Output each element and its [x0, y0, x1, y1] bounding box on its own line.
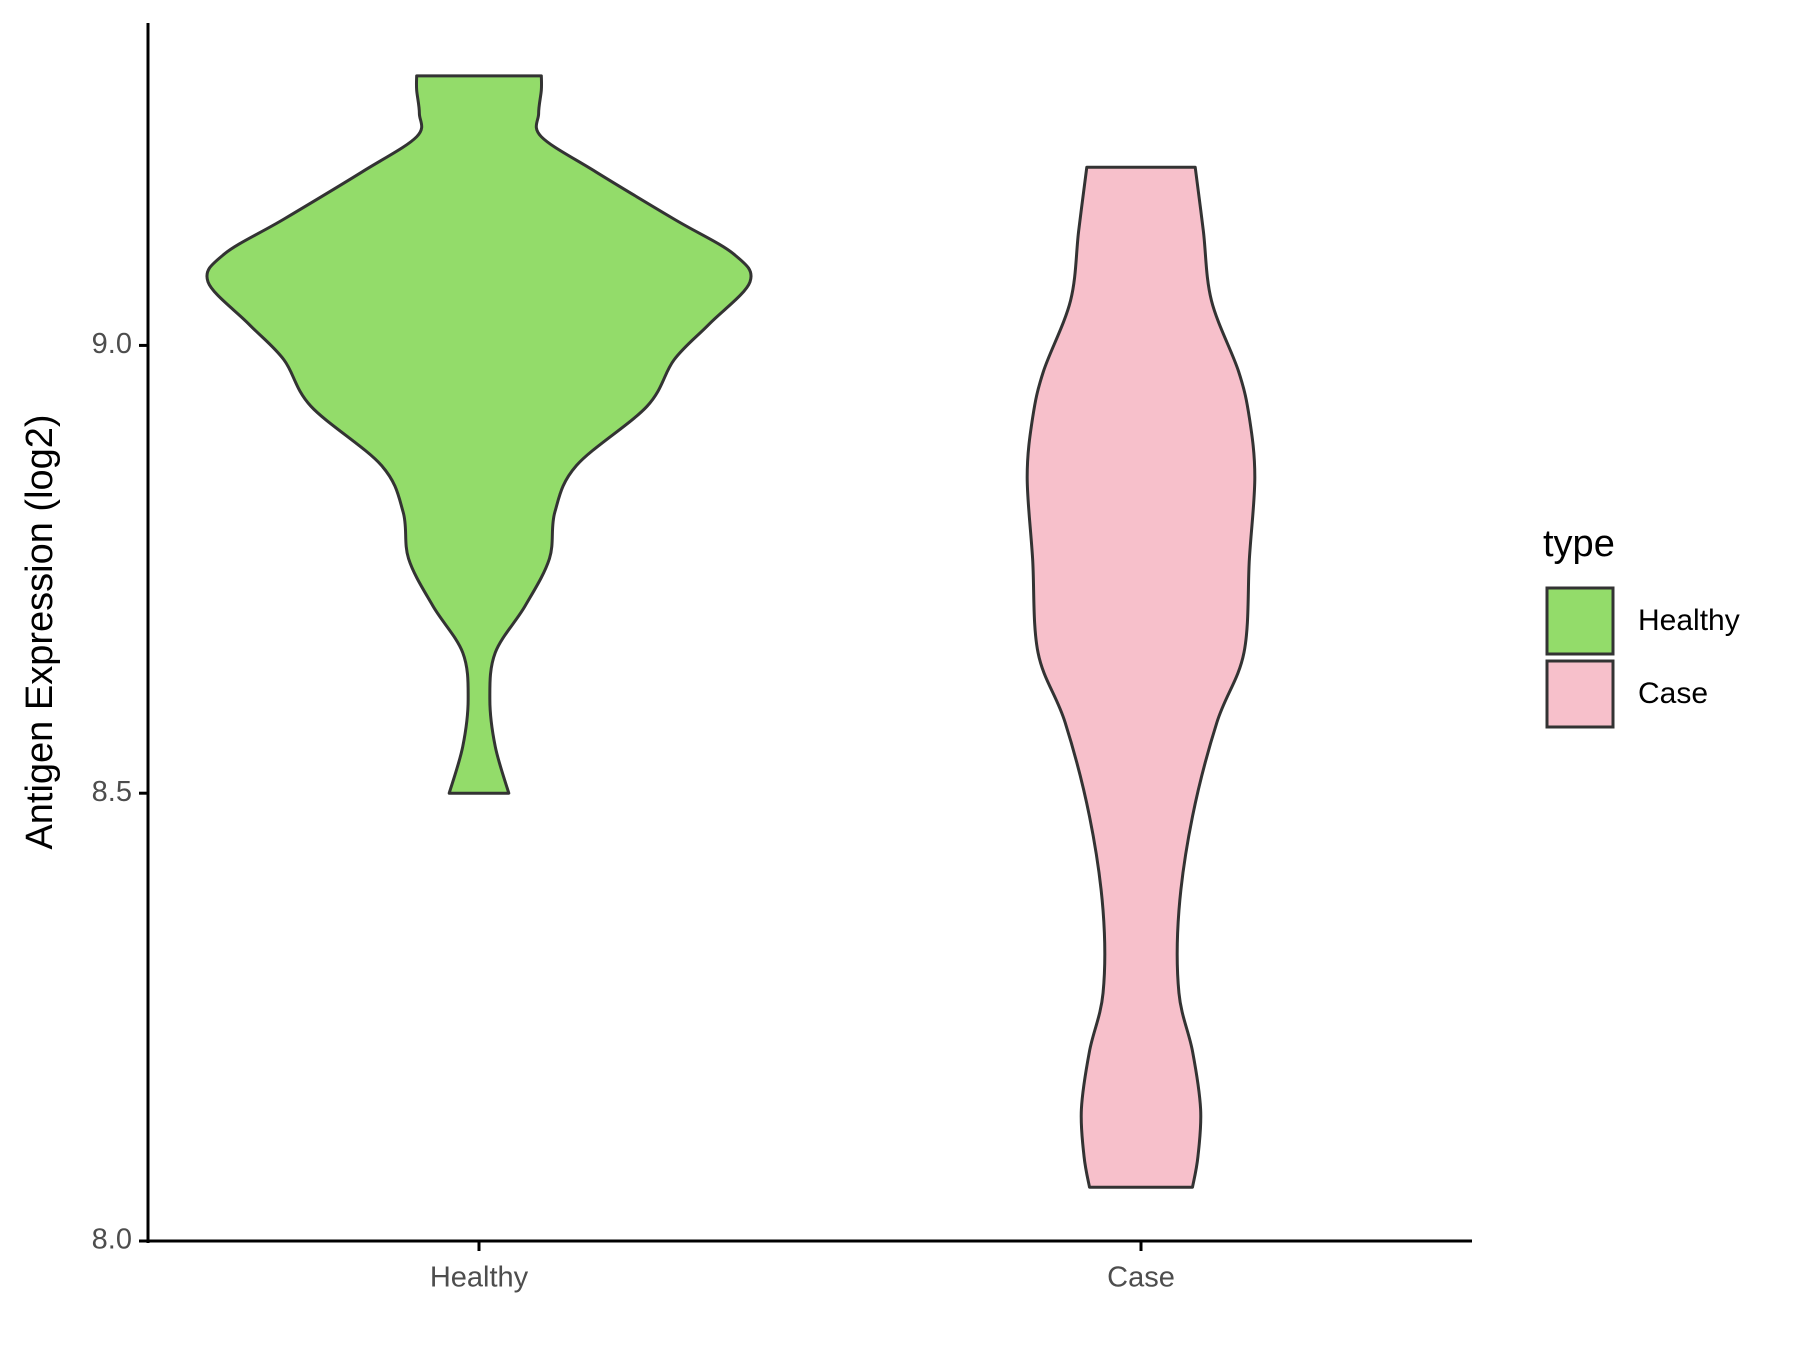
legend-key [1545, 659, 1615, 729]
y-tick-label: 8.5 [92, 776, 132, 808]
legend-label: Healthy [1638, 604, 1740, 637]
violin [1025, 165, 1257, 1189]
legend-key [1545, 586, 1615, 656]
y-tick-label: 9.0 [92, 328, 132, 360]
x-tick-label: Case [1107, 1262, 1175, 1294]
legend-label: Case [1638, 677, 1708, 710]
legend-title: type [1543, 523, 1615, 565]
y-axis-title: Antigen Expression (log2) [19, 414, 61, 849]
violin [205, 74, 753, 795]
y-tick-label: 8.0 [92, 1224, 132, 1256]
x-tick-label: Healthy [430, 1262, 529, 1294]
